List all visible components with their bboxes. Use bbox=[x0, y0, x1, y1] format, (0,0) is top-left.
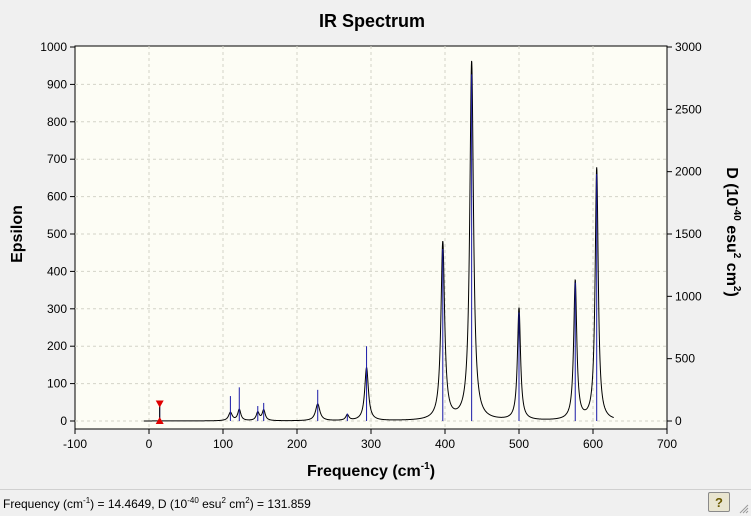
y-left-tick-label: 400 bbox=[47, 264, 67, 278]
stick-spectrum bbox=[159, 74, 598, 421]
help-button[interactable]: ? bbox=[708, 492, 730, 512]
x-tick-label: 0 bbox=[146, 437, 153, 451]
x-tick-label: 100 bbox=[213, 437, 233, 451]
chart-title: IR Spectrum bbox=[319, 11, 425, 31]
marker-top-triangle bbox=[155, 400, 164, 408]
y-right-tick-label: 1000 bbox=[675, 289, 702, 303]
x-tick-label: 300 bbox=[361, 437, 381, 451]
y-left-tick-label: 700 bbox=[47, 152, 67, 166]
y-left-axis-label: Epsilon bbox=[9, 205, 26, 263]
y-left-tick-label: 800 bbox=[47, 115, 67, 129]
y-left-tick-label: 300 bbox=[47, 302, 67, 316]
x-tick-label: 400 bbox=[435, 437, 455, 451]
marker-bottom-triangle bbox=[155, 417, 164, 424]
x-axis-label: Frequency (cm-1) bbox=[307, 461, 435, 480]
x-tick-label: 600 bbox=[583, 437, 603, 451]
y-right-tick-label: 0 bbox=[675, 414, 682, 428]
status-readout: Frequency (cm-1) = 14.4649, D (10-40 esu… bbox=[3, 496, 311, 511]
y-left-tick-label: 1000 bbox=[40, 40, 67, 54]
x-tick-label: 200 bbox=[287, 437, 307, 451]
x-axis-ticks: -100 0 100 200 300 400 500 600 700 bbox=[63, 429, 677, 451]
y-left-tick-label: 600 bbox=[47, 190, 67, 204]
resize-grip-icon[interactable] bbox=[739, 504, 749, 514]
y-left-tick-label: 200 bbox=[47, 339, 67, 353]
help-icon: ? bbox=[715, 494, 723, 510]
x-tick-label: 700 bbox=[657, 437, 677, 451]
y-right-tick-label: 2000 bbox=[675, 165, 702, 179]
spectrum-curve bbox=[143, 60, 614, 422]
y-right-tick-label: 1500 bbox=[675, 227, 702, 241]
x-tick-label: -100 bbox=[63, 437, 87, 451]
y-left-tick-label: 100 bbox=[47, 377, 67, 391]
y-right-axis-label: D (10-40 esu2 cm2) bbox=[723, 167, 742, 297]
y-right-tick-label: 2500 bbox=[675, 102, 702, 116]
y-right-axis-ticks: 0 500 1000 1500 2000 2500 3000 bbox=[667, 40, 702, 428]
ir-spectrum-chart: IR Spectrum -100 0 100 200 300 400 500 600 700 0… bbox=[9, 11, 742, 480]
spectrum-line bbox=[143, 60, 614, 422]
y-right-tick-label: 3000 bbox=[675, 40, 702, 54]
y-left-tick-label: 0 bbox=[60, 414, 67, 428]
y-left-axis-ticks: 0 100 200 300 400 500 600 700 800 900 1000 bbox=[40, 40, 75, 428]
grid-lines bbox=[75, 46, 667, 429]
y-left-tick-label: 500 bbox=[47, 227, 67, 241]
y-right-tick-label: 500 bbox=[675, 352, 695, 366]
x-tick-label: 500 bbox=[509, 437, 529, 451]
y-left-tick-label: 900 bbox=[47, 77, 67, 91]
cursor-marker[interactable] bbox=[155, 400, 164, 424]
status-bar: Frequency (cm-1) = 14.4649, D (10-40 esu… bbox=[0, 489, 751, 516]
